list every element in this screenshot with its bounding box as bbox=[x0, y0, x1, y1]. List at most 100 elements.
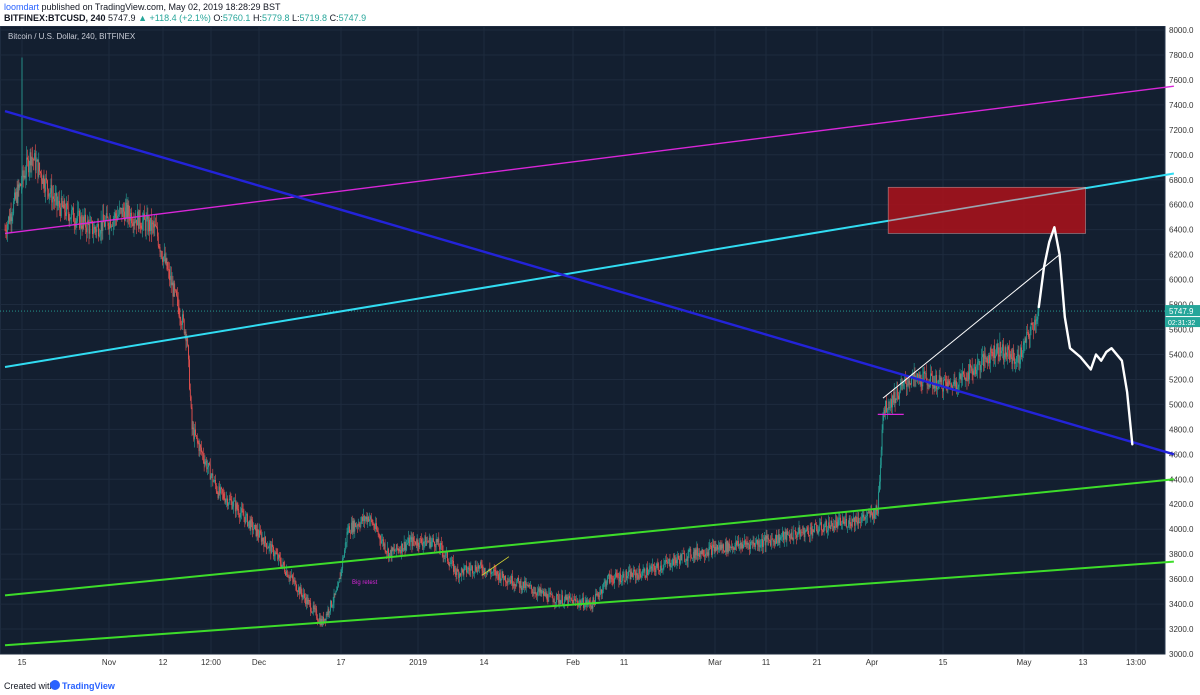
candle-body bbox=[511, 575, 512, 584]
candle-body bbox=[167, 269, 169, 270]
candle-body bbox=[106, 213, 108, 218]
candle-body bbox=[893, 391, 895, 403]
candle-body bbox=[717, 545, 718, 550]
candle-body bbox=[565, 595, 567, 600]
candle-body bbox=[824, 526, 826, 529]
candle-body bbox=[556, 594, 557, 603]
candle-body bbox=[738, 544, 740, 547]
time-tick-label: Mar bbox=[708, 658, 722, 667]
candle-body bbox=[610, 574, 612, 579]
candle-body bbox=[7, 223, 8, 233]
candle-body bbox=[144, 213, 145, 220]
candle-body bbox=[408, 537, 410, 546]
candle-body bbox=[711, 545, 712, 555]
candle-body bbox=[740, 543, 742, 549]
candle-body bbox=[150, 217, 151, 231]
candle-body bbox=[607, 576, 609, 583]
candle-body bbox=[114, 213, 116, 218]
trendline-green-upper[interactable] bbox=[4, 478, 1174, 597]
candle-body bbox=[782, 531, 783, 537]
trendline-purple[interactable] bbox=[4, 85, 1174, 235]
candle-body bbox=[276, 553, 278, 555]
candle-body bbox=[837, 519, 839, 528]
trendline-green-lower[interactable] bbox=[4, 560, 1174, 647]
candle-body bbox=[83, 216, 85, 222]
candle-body bbox=[965, 377, 967, 381]
candle-body bbox=[678, 555, 680, 559]
candle-body bbox=[250, 519, 252, 530]
candle-body bbox=[182, 314, 184, 320]
chart-frame[interactable]: 3000.0 3200.0 3400.0 3600.0 3800.0 4000.0 4200… bbox=[0, 25, 1200, 685]
author-link[interactable]: loomdart bbox=[4, 2, 40, 12]
candle-body bbox=[901, 384, 903, 386]
candle-body bbox=[771, 538, 773, 540]
candle-body bbox=[997, 343, 999, 355]
candle-body bbox=[831, 520, 833, 524]
candle-body bbox=[1021, 347, 1022, 358]
candle-body bbox=[459, 573, 460, 578]
candle-body bbox=[1018, 354, 1020, 364]
candle-body bbox=[944, 379, 945, 381]
candle-body bbox=[936, 375, 938, 390]
candle-body bbox=[689, 549, 691, 550]
candle-body bbox=[650, 566, 652, 569]
candle-body bbox=[597, 593, 599, 596]
candle-body bbox=[763, 540, 764, 547]
candle-body bbox=[85, 227, 87, 233]
trendline-blue[interactable] bbox=[4, 109, 1175, 456]
candle-body bbox=[574, 598, 576, 600]
time-tick-label: 11 bbox=[620, 658, 629, 667]
candle-body bbox=[970, 366, 972, 368]
candle-body bbox=[902, 381, 904, 386]
candle-body bbox=[290, 576, 292, 577]
candle-body bbox=[875, 505, 877, 515]
candle-body bbox=[436, 539, 438, 543]
candle-body bbox=[937, 388, 938, 390]
candle-body bbox=[414, 541, 415, 542]
candle-body bbox=[627, 576, 628, 579]
price-chart[interactable]: 3000.0 3200.0 3400.0 3600.0 3800.0 4000.0 4200… bbox=[0, 25, 1200, 685]
candle-body bbox=[705, 553, 707, 555]
candle-body bbox=[630, 571, 632, 580]
candle-body bbox=[493, 569, 495, 571]
candle-body bbox=[169, 275, 171, 281]
candle-body bbox=[253, 524, 255, 530]
candle-body bbox=[205, 460, 207, 462]
candle-body bbox=[694, 549, 696, 559]
candle-body bbox=[741, 543, 743, 549]
candle-body bbox=[715, 546, 717, 551]
candle-body bbox=[946, 382, 948, 390]
candle-body bbox=[516, 581, 518, 587]
candle-body bbox=[584, 602, 586, 608]
candle-body bbox=[453, 560, 454, 572]
candle-body bbox=[884, 409, 886, 413]
price-tick-label: 6800.0 bbox=[1169, 176, 1194, 185]
candle-body bbox=[557, 595, 559, 603]
candle-body bbox=[138, 210, 140, 229]
candle-body bbox=[589, 600, 590, 603]
candle-body bbox=[151, 222, 153, 231]
candle-body bbox=[681, 554, 683, 561]
candle-body bbox=[440, 542, 441, 550]
candle-body bbox=[981, 357, 983, 366]
trendline-white-trend[interactable] bbox=[882, 254, 1060, 399]
candle-body bbox=[528, 585, 530, 587]
candle-body bbox=[919, 374, 921, 380]
candle-body bbox=[629, 570, 631, 580]
candle-body bbox=[849, 518, 851, 525]
candle-body bbox=[325, 613, 327, 621]
candle-body bbox=[905, 382, 907, 387]
supply-zone[interactable] bbox=[888, 187, 1086, 234]
candle-body bbox=[4, 229, 6, 231]
projection-path[interactable] bbox=[1037, 226, 1134, 446]
candle-body bbox=[830, 520, 832, 529]
candle-body bbox=[752, 542, 754, 544]
candle-body bbox=[229, 498, 231, 500]
candle-body bbox=[130, 212, 131, 221]
candle-body bbox=[267, 547, 269, 549]
tradingview-brand[interactable]: TradingView bbox=[62, 681, 115, 691]
candle-body bbox=[249, 520, 251, 530]
candle-body bbox=[331, 600, 332, 607]
candle-body bbox=[171, 282, 173, 286]
candle-body bbox=[1000, 341, 1002, 354]
